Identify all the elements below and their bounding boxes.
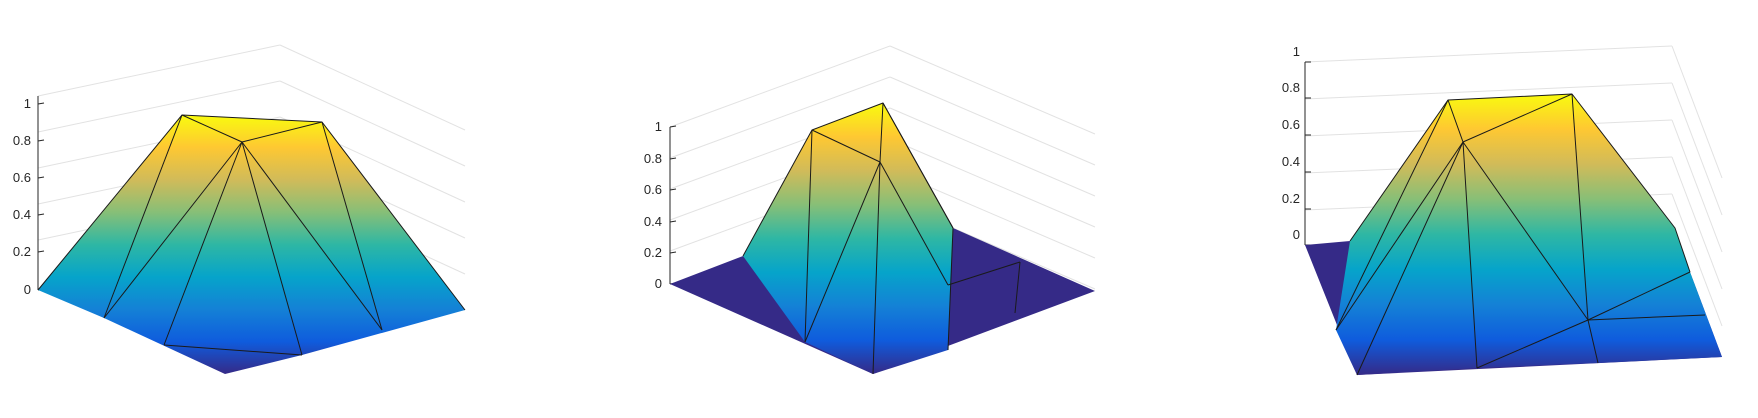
mesh-edge	[947, 227, 954, 351]
grid-line	[1671, 82, 1723, 216]
z-tick-label: 0.4	[13, 207, 31, 222]
z-tick-mark	[669, 220, 677, 223]
z-tick-mark	[37, 139, 45, 142]
z-tick-label: 0.2	[13, 244, 31, 259]
z-ticks-1: 0 0.2 0.4 0.6 0.8 1	[13, 96, 45, 297]
mesh-edge	[321, 121, 383, 331]
z-tick-label: 0.2	[644, 245, 662, 260]
surface-plot-3: 0 0.2 0.4 0.6 0.8 1	[1282, 44, 1723, 376]
mesh-edge	[1014, 261, 1021, 314]
z-tick-label: 1	[655, 119, 662, 134]
grid-line	[1304, 82, 1673, 100]
grid-line	[889, 138, 1096, 228]
z-tick-mark	[37, 176, 45, 179]
surface-3	[1305, 94, 1722, 375]
mesh-edges-3	[1335, 93, 1706, 376]
grid-line	[37, 44, 281, 97]
grid-line	[889, 45, 1096, 135]
grid-line	[37, 80, 281, 133]
z-tick-label: 0.8	[13, 133, 31, 148]
z-tick-label: 0	[655, 276, 662, 291]
z-tick-label: 0	[1293, 227, 1300, 242]
mesh-edge	[163, 141, 243, 346]
z-ticks-3: 0 0.2 0.4 0.6 0.8 1	[1282, 44, 1311, 246]
mesh-edge	[1356, 141, 1464, 376]
mesh-edge	[241, 141, 383, 331]
mesh-edges-1	[37, 114, 466, 356]
grid-line	[1671, 45, 1723, 179]
z-tick-mark	[669, 125, 677, 128]
z-tick-mark	[669, 188, 677, 191]
mesh-edge	[879, 102, 884, 163]
mesh-edge	[37, 114, 466, 311]
z-tick-label: 0.4	[1282, 154, 1300, 169]
mesh-edge	[882, 102, 954, 229]
mesh-edge	[103, 141, 243, 319]
surface-2	[670, 103, 1095, 374]
z-ticks-2: 0 0.2 0.4 0.6 0.8 1	[644, 119, 677, 291]
mesh-edge	[1462, 93, 1573, 143]
surface-plot-1: 0 0.2 0.4 0.6 0.8 1	[13, 44, 466, 374]
mesh-edge	[1476, 319, 1589, 369]
grid-line	[889, 76, 1096, 166]
grid-line	[669, 76, 891, 159]
grid-line	[1671, 156, 1723, 290]
z-tick-label: 0.6	[644, 182, 662, 197]
grid-line	[1304, 45, 1673, 63]
mesh-edge	[804, 161, 881, 343]
z-tick-mark	[37, 102, 45, 105]
z-tick-label: 0.8	[644, 151, 662, 166]
mesh-edge	[1587, 319, 1599, 364]
mesh-edges-2	[742, 102, 1021, 375]
grid-line	[1671, 193, 1723, 327]
surface-plot-2: 0 0.2 0.4 0.6 0.8 1	[644, 45, 1096, 375]
mesh-edge	[804, 129, 813, 343]
mesh-edge	[1587, 271, 1691, 321]
z-tick-mark	[37, 250, 45, 253]
z-tick-label: 1	[1293, 44, 1300, 59]
mesh-edge	[1335, 99, 1449, 331]
mesh-edge	[872, 161, 881, 375]
mesh-edge	[879, 161, 949, 286]
mesh-edge	[947, 261, 1021, 286]
z-tick-label: 0.6	[1282, 117, 1300, 132]
mesh-edge	[1462, 141, 1589, 321]
mesh-edge	[103, 114, 183, 319]
z-tick-label: 0.4	[644, 214, 662, 229]
mesh-edge	[1571, 93, 1589, 321]
grid-line	[279, 80, 466, 167]
z-tick-label: 0.6	[13, 170, 31, 185]
grid-line	[1671, 119, 1723, 253]
z-tick-mark	[669, 157, 677, 160]
grid-line	[669, 45, 891, 128]
mesh-edge	[1335, 141, 1464, 331]
z-tick-label: 0.8	[1282, 80, 1300, 95]
mesh-edge	[241, 141, 303, 356]
grid-line	[279, 44, 466, 131]
z-tick-mark	[669, 251, 677, 254]
z-tick-label: 0.2	[1282, 191, 1300, 206]
z-tick-mark	[37, 213, 45, 216]
grid-line	[889, 107, 1096, 197]
mesh-edge	[1447, 99, 1464, 143]
surface-face	[1336, 94, 1722, 375]
mesh-edge	[181, 114, 243, 143]
mesh-edge	[811, 129, 881, 163]
mesh-edge	[241, 121, 323, 143]
mesh-edge	[1587, 314, 1706, 321]
mesh-edge	[163, 344, 303, 356]
z-tick-label: 1	[24, 96, 31, 111]
mesh-edge	[1462, 141, 1478, 369]
surface-1	[38, 115, 465, 374]
surface-face	[38, 115, 465, 374]
z-tick-label: 0	[24, 282, 31, 297]
